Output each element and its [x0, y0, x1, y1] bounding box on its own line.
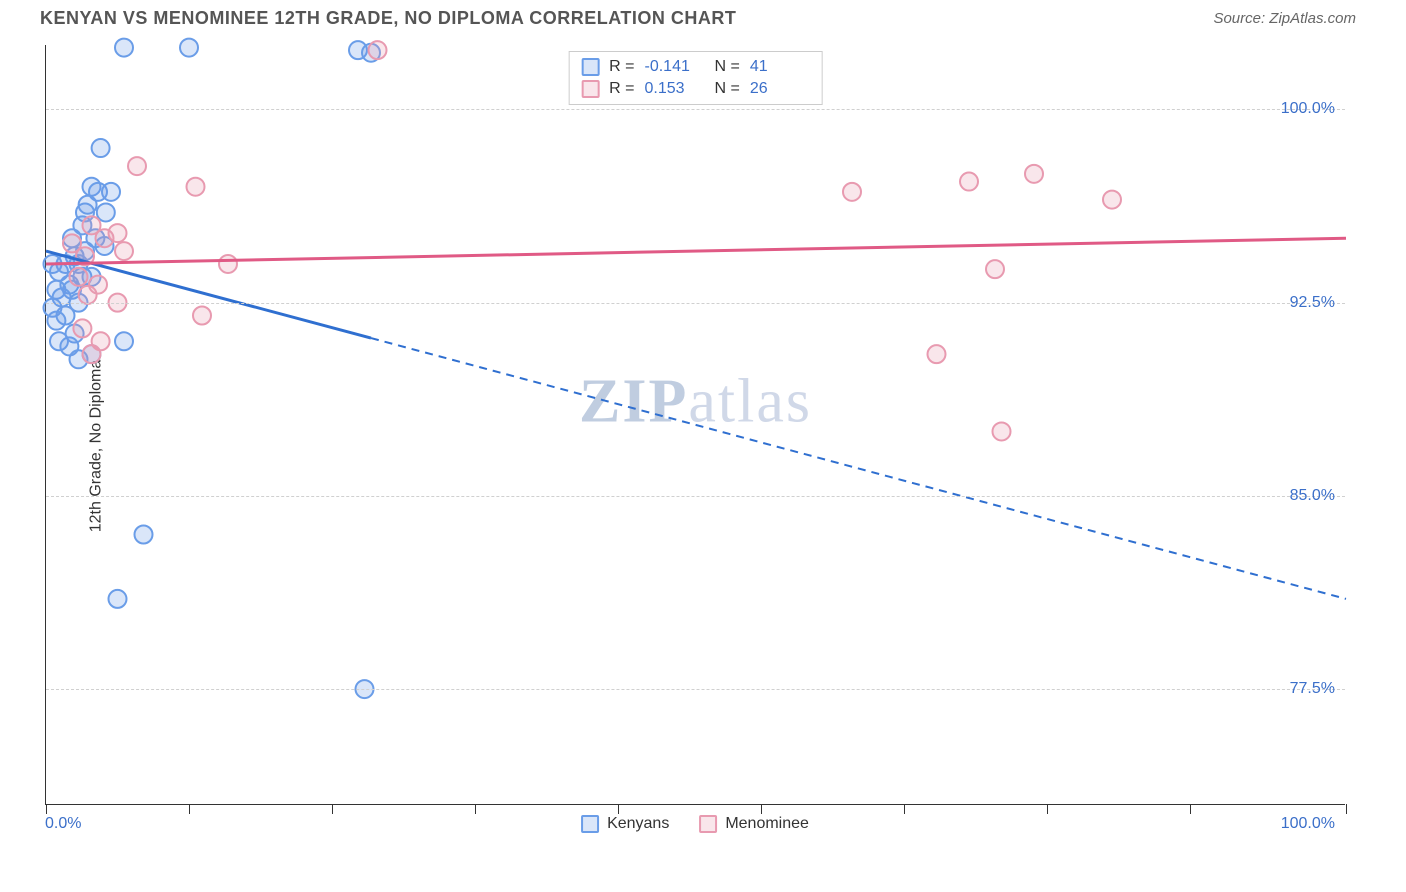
x-tick [189, 804, 190, 814]
data-point [193, 307, 211, 325]
series-legend: Kenyans Menominee [581, 815, 809, 833]
data-point [109, 224, 127, 242]
r-label: R = [609, 80, 634, 98]
n-value: 26 [750, 80, 810, 98]
y-tick-label: 85.0% [1290, 487, 1335, 505]
x-tick [761, 804, 762, 814]
y-tick-label: 92.5% [1290, 294, 1335, 312]
x-tick-label-min: 0.0% [45, 815, 81, 833]
data-point [187, 178, 205, 196]
n-value: 41 [750, 58, 810, 76]
y-tick-label: 77.5% [1290, 680, 1335, 698]
x-tick-label-max: 100.0% [1281, 815, 1335, 833]
data-point [986, 260, 1004, 278]
x-tick [46, 804, 47, 814]
r-value: -0.141 [645, 58, 705, 76]
legend-swatch [699, 815, 717, 833]
r-value: 0.153 [645, 80, 705, 98]
legend-item: Menominee [699, 815, 809, 833]
source-attribution: Source: ZipAtlas.com [1213, 10, 1356, 27]
data-point [128, 157, 146, 175]
gridline [46, 109, 1345, 110]
r-label: R = [609, 58, 634, 76]
legend-label: Kenyans [607, 815, 669, 833]
plot-svg [46, 45, 1345, 804]
legend-swatch [581, 815, 599, 833]
legend-item: Kenyans [581, 815, 669, 833]
legend-swatch [581, 80, 599, 98]
data-point [993, 422, 1011, 440]
data-point [109, 590, 127, 608]
data-point [135, 525, 153, 543]
data-point [79, 286, 97, 304]
x-tick [1047, 804, 1048, 814]
legend-label: Menominee [725, 815, 809, 833]
data-point [83, 345, 101, 363]
x-tick [475, 804, 476, 814]
regression-line-solid [46, 238, 1346, 264]
n-label: N = [715, 80, 740, 98]
data-point [843, 183, 861, 201]
data-point [115, 242, 133, 260]
data-point [1103, 191, 1121, 209]
data-point [102, 183, 120, 201]
data-point [115, 39, 133, 57]
gridline [46, 303, 1345, 304]
chart-title: KENYAN VS MENOMINEE 12TH GRADE, NO DIPLO… [40, 8, 736, 29]
chart-area: ZIPatlas R =-0.141N =41R =0.153N =26 77.… [45, 45, 1345, 805]
x-tick [618, 804, 619, 814]
regression-line-dashed [371, 338, 1346, 599]
x-axis-row: 0.0% Kenyans Menominee 100.0% [45, 815, 1345, 845]
x-tick [904, 804, 905, 814]
gridline [46, 496, 1345, 497]
n-label: N = [715, 58, 740, 76]
data-point [70, 268, 88, 286]
legend-swatch [581, 58, 599, 76]
correlation-legend-row: R = 0.153 N = 26 [581, 80, 810, 98]
data-point [73, 319, 91, 337]
data-point [1025, 165, 1043, 183]
x-tick [332, 804, 333, 814]
x-tick [1346, 804, 1347, 814]
data-point [960, 173, 978, 191]
data-point [97, 203, 115, 221]
gridline [46, 689, 1345, 690]
correlation-legend: R = -0.141 N = 41 R = 0.153 N = 26 [568, 51, 823, 105]
data-point [369, 41, 387, 59]
data-point [180, 39, 198, 57]
data-point [115, 332, 133, 350]
x-tick [1190, 804, 1191, 814]
data-point [928, 345, 946, 363]
y-tick-label: 100.0% [1281, 100, 1335, 118]
data-point [47, 312, 65, 330]
data-point [219, 255, 237, 273]
correlation-legend-row: R = -0.141 N = 41 [581, 58, 810, 76]
data-point [92, 139, 110, 157]
